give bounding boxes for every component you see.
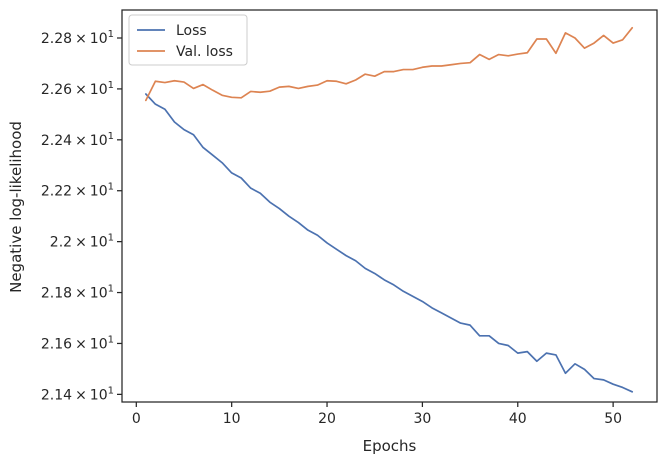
x-tick-label: 50 xyxy=(604,411,622,427)
y-tick-base: 10 xyxy=(90,387,108,403)
legend-box xyxy=(128,14,248,66)
y-tick-label: 2.28 × 101 xyxy=(41,29,114,47)
y-tick-times: × xyxy=(75,82,87,98)
y-tick-mantissa: 2.24 xyxy=(41,133,72,149)
y-tick-exponent: 1 xyxy=(108,233,114,244)
x-tick-label: 40 xyxy=(509,411,527,427)
y-tick-times: × xyxy=(75,235,87,251)
y-tick-exponent: 1 xyxy=(108,182,114,193)
y-tick-exponent: 1 xyxy=(108,29,114,40)
y-tick-mantissa: 2.28 xyxy=(41,31,72,47)
legend-label-loss: Loss xyxy=(176,23,207,39)
y-tick-times: × xyxy=(75,184,87,200)
y-tick-mantissa: 2.16 xyxy=(41,336,72,352)
y-tick-times: × xyxy=(75,133,87,149)
y-tick-times: × xyxy=(75,387,87,403)
y-tick-times: × xyxy=(75,336,87,352)
y-tick-exponent: 1 xyxy=(108,385,114,396)
legend: Loss Val. loss xyxy=(128,14,248,66)
y-tick-exponent: 1 xyxy=(108,80,114,91)
x-tick-label: 20 xyxy=(318,411,336,427)
y-tick-label: 2.26 × 101 xyxy=(41,80,114,98)
y-tick-mantissa: 2.26 xyxy=(41,82,72,98)
y-tick-exponent: 1 xyxy=(108,284,114,295)
series-line-val-loss xyxy=(144,26,634,102)
y-tick-exponent: 1 xyxy=(108,334,114,345)
y-tick-base: 10 xyxy=(90,336,108,352)
y-tick-base: 10 xyxy=(90,235,108,251)
y-axis-label: Negative log-likelihood xyxy=(7,121,25,293)
x-tick-label: 30 xyxy=(413,411,431,427)
y-tick-label: 2.2 × 101 xyxy=(50,233,114,251)
y-tick-times: × xyxy=(75,286,87,302)
y-tick-mantissa: 2.14 xyxy=(41,387,72,403)
x-axis-label: Epochs xyxy=(363,437,417,455)
y-tick-base: 10 xyxy=(90,184,108,200)
y-tick-base: 10 xyxy=(90,82,108,98)
y-tick-base: 10 xyxy=(90,286,108,302)
x-axis: 0 10 20 30 40 50 xyxy=(132,402,622,427)
y-tick-mantissa: 2.18 xyxy=(41,286,72,302)
y-tick-base: 10 xyxy=(90,133,108,149)
y-tick-exponent: 1 xyxy=(108,131,114,142)
series-line-loss xyxy=(144,93,634,393)
y-tick-label: 2.24 × 101 xyxy=(41,131,114,149)
y-tick-base: 10 xyxy=(90,31,108,47)
y-tick-label: 2.18 × 101 xyxy=(41,284,114,302)
y-tick-times: × xyxy=(75,31,87,47)
legend-label-val-loss: Val. loss xyxy=(176,44,233,60)
plot-area xyxy=(121,9,658,403)
y-tick-label: 2.16 × 101 xyxy=(41,334,114,352)
series-layer xyxy=(144,26,634,393)
y-tick-label: 2.14 × 101 xyxy=(41,385,114,403)
y-tick-label: 2.22 × 101 xyxy=(41,182,114,200)
y-tick-mantissa: 2.22 xyxy=(41,184,72,200)
x-tick-label: 10 xyxy=(223,411,241,427)
x-tick-label: 0 xyxy=(132,411,141,427)
y-tick-mantissa: 2.2 xyxy=(50,235,72,251)
